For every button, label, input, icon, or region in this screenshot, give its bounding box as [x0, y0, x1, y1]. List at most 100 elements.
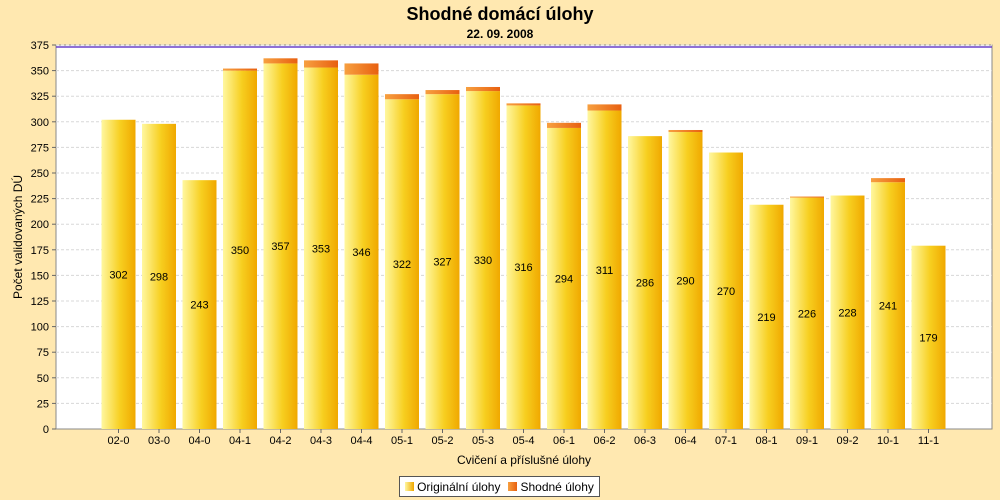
bar-originalni [142, 123, 176, 430]
y-tick-label: 150 [31, 270, 49, 282]
bar-originalni [830, 195, 865, 429]
x-tick-label: 05-4 [512, 435, 534, 447]
bar-originalni [425, 94, 460, 429]
legend-item-shodne: Shodné úlohy [508, 480, 594, 494]
x-tick-label: 07-1 [715, 435, 737, 447]
y-axis-ticks: 0 25 50 75 100 125 150 175 200 225 250 275 300 325 350… [31, 40, 56, 436]
bar-value-label: 226 [798, 308, 816, 320]
bar-shodne [547, 122, 581, 128]
bar-value-label: 241 [879, 301, 897, 313]
bar-shodne [668, 129, 703, 133]
bar-value-label: 346 [352, 247, 370, 259]
bar-shodne [304, 60, 338, 68]
x-tick-label: 06-3 [634, 435, 656, 447]
bar-originalni [709, 152, 743, 429]
y-tick-label: 50 [37, 373, 49, 385]
bar-originalni [506, 105, 541, 429]
bar-value-label: 294 [555, 273, 573, 285]
bar-value-label: 357 [271, 241, 289, 253]
legend: Originální úlohy Shodné úlohy [399, 476, 600, 497]
x-tick-label: 10-1 [877, 435, 899, 447]
bar-originalni [101, 119, 136, 429]
x-tick-label: 06-4 [674, 435, 696, 447]
bar-value-label: 290 [676, 276, 694, 288]
y-tick-label: 200 [31, 219, 49, 231]
bar-originalni [911, 245, 946, 429]
legend-label-originalni: Originální úlohy [417, 479, 501, 494]
y-tick-label: 0 [43, 424, 49, 436]
bar-value-label: 298 [150, 271, 168, 283]
x-axis-label: Cvičení a příslušné úlohy [457, 453, 591, 467]
bar-value-label: 228 [838, 307, 856, 319]
bar-shodne [385, 94, 419, 100]
bar-value-label: 311 [596, 265, 614, 277]
bar-value-label: 322 [393, 259, 411, 271]
x-tick-label: 05-1 [391, 435, 413, 447]
legend-swatch-originalni [405, 482, 415, 491]
y-tick-label: 125 [31, 296, 49, 308]
bar-originalni [790, 197, 824, 429]
bar-originalni [668, 132, 703, 430]
bar-originalni [223, 70, 257, 429]
bar-value-label: 270 [717, 286, 735, 298]
legend-item-originalni: Originální úlohy [405, 480, 500, 494]
bar-originalni [628, 136, 662, 430]
bar-value-label: 243 [190, 300, 208, 312]
bar-originalni [587, 110, 622, 429]
bar-value-label: 330 [474, 255, 492, 267]
y-tick-label: 75 [37, 347, 49, 359]
bar-shodne [344, 63, 379, 75]
y-tick-label: 225 [31, 194, 49, 206]
x-tick-label: 04-4 [350, 435, 372, 447]
bar-shodne [871, 178, 905, 183]
y-tick-label: 25 [37, 398, 49, 410]
bar-originalni [749, 204, 784, 429]
bar-shodne [587, 104, 622, 111]
bar-originalni [304, 67, 338, 429]
bar-originalni [547, 127, 581, 429]
y-axis-label: Počet validovaných DÚ [10, 175, 25, 299]
x-tick-label: 06-2 [593, 435, 615, 447]
x-axis-ticks: 02-0 03-0 04-0 04-1 04-2 04-3 04-4 05-1 05-2 05-3… [107, 429, 939, 447]
bar-shodne [466, 86, 500, 92]
x-tick-label: 08-1 [755, 435, 777, 447]
bar-originalni [344, 74, 379, 430]
bar-value-label: 353 [312, 243, 330, 255]
bar-originalni [871, 182, 905, 429]
x-tick-label: 09-1 [796, 435, 818, 447]
bar-shodne [223, 68, 257, 71]
y-tick-label: 300 [31, 117, 49, 129]
y-tick-label: 350 [31, 66, 49, 78]
bar-shodne [506, 103, 541, 106]
x-tick-label: 09-2 [836, 435, 858, 447]
legend-swatch-shodne [508, 482, 518, 491]
bar-originalni [385, 99, 419, 429]
bar-shodne [263, 58, 298, 64]
x-tick-label: 02-0 [107, 435, 129, 447]
chart-title: Shodné domácí úlohy [406, 4, 593, 24]
bar-shodne [790, 196, 824, 198]
x-tick-label: 05-2 [431, 435, 453, 447]
bar-shodne [425, 90, 460, 95]
y-tick-label: 325 [31, 91, 49, 103]
bars: 302 298 243 350 357 353 346 322 327 330 316 294 311 2… [101, 58, 946, 430]
x-tick-label: 03-0 [148, 435, 170, 447]
x-tick-label: 05-3 [472, 435, 494, 447]
bar-originalni [263, 63, 298, 429]
x-tick-label: 06-1 [553, 435, 575, 447]
bar-originalni [466, 91, 500, 429]
bar-value-label: 219 [757, 312, 775, 324]
bar-value-label: 327 [433, 257, 451, 269]
y-tick-label: 250 [31, 168, 49, 180]
bar-value-label: 286 [636, 278, 654, 290]
bar-value-label: 302 [109, 269, 127, 281]
x-tick-label: 04-2 [269, 435, 291, 447]
y-tick-label: 275 [31, 142, 49, 154]
x-tick-label: 11-1 [918, 435, 939, 447]
bar-value-label: 179 [919, 332, 937, 344]
bar-value-label: 316 [514, 262, 532, 274]
y-tick-label: 375 [31, 40, 49, 52]
y-tick-label: 175 [31, 245, 49, 257]
bar-value-label: 350 [231, 245, 249, 257]
